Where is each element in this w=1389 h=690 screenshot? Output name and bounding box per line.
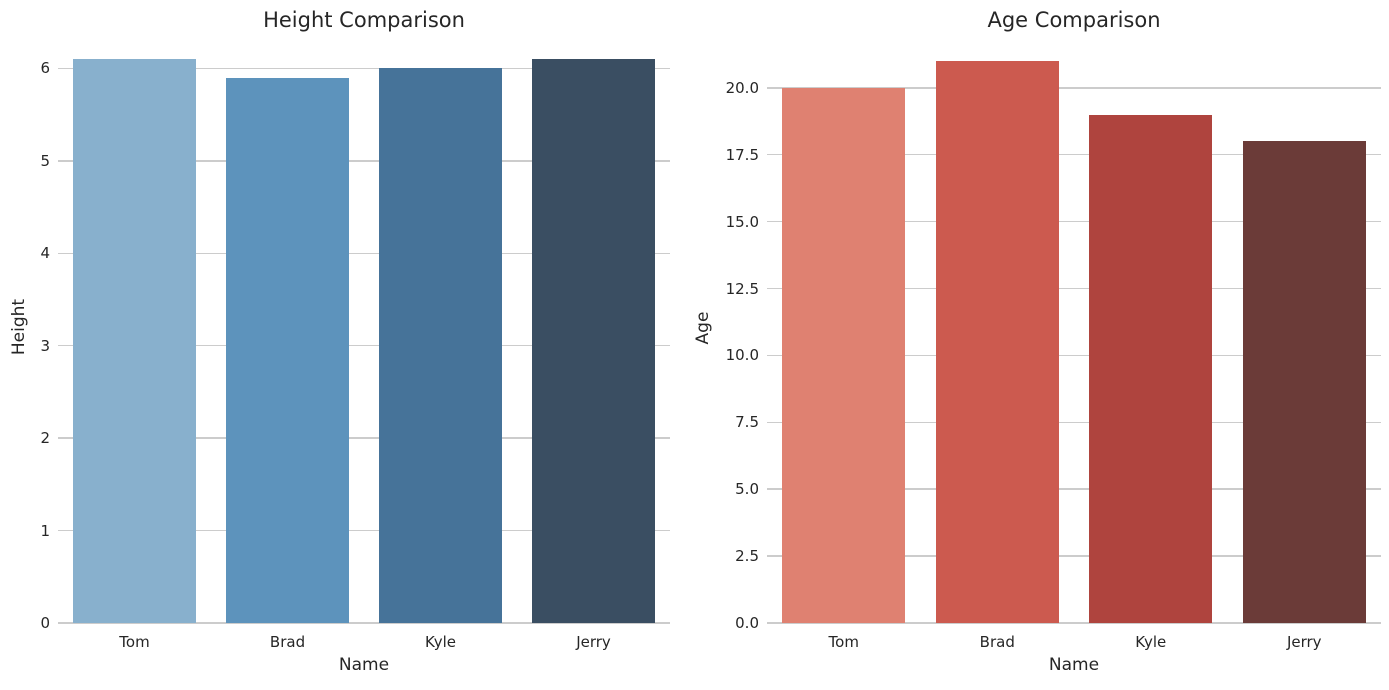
x-axis-label: Name	[1048, 655, 1100, 675]
y-tick-label: 5.0	[735, 480, 759, 499]
y-tick-label: 6	[40, 59, 50, 78]
y-tick-label: 10.0	[725, 346, 759, 365]
y-tick-label: 12.5	[725, 279, 759, 298]
gridline	[58, 437, 670, 439]
x-tick-label: Brad	[269, 633, 306, 651]
gridline	[767, 354, 1381, 357]
gridline	[767, 488, 1381, 490]
gridline	[58, 529, 670, 532]
y-tick-label: 2	[40, 429, 50, 448]
gridline	[767, 87, 1381, 89]
bar-tom-age	[782, 87, 906, 623]
bar-kyle-height	[379, 68, 502, 623]
gridline	[58, 252, 670, 255]
gridline	[767, 555, 1381, 557]
bar-brad-age	[935, 61, 1059, 623]
gridline	[58, 344, 670, 347]
y-tick-label: 5	[40, 151, 50, 170]
gridline	[767, 287, 1381, 290]
y-tick-label: 4	[40, 244, 50, 263]
gridline	[767, 153, 1381, 156]
y-axis-label: Age	[693, 311, 713, 345]
y-tick-label: 7.5	[735, 413, 759, 432]
x-tick-label: Jerry	[1286, 633, 1322, 651]
y-tick-label: 0.0	[735, 614, 759, 632]
bar-brad-height	[226, 77, 349, 623]
bar-kyle-age	[1089, 114, 1213, 623]
x-axis-label: Name	[338, 655, 390, 675]
gridline	[767, 622, 1381, 624]
x-tick-label: Tom	[119, 633, 150, 651]
chart-title: Age Comparison	[987, 8, 1161, 32]
bar-jerry-height	[532, 59, 655, 623]
gridline	[767, 220, 1381, 223]
x-tick-label: Brad	[979, 633, 1015, 651]
x-tick-label: Kyle	[1135, 633, 1167, 651]
gridline	[58, 160, 670, 162]
y-tick-label: 1	[40, 521, 50, 540]
gridline	[58, 67, 670, 70]
gridline	[58, 622, 670, 624]
x-tick-label: Jerry	[576, 633, 611, 651]
y-tick-label: 20.0	[725, 78, 759, 97]
bar-jerry-age	[1242, 141, 1366, 623]
x-tick-label: Kyle	[424, 633, 457, 651]
y-axis-label: Height	[9, 298, 29, 356]
y-tick-label: 15.0	[725, 212, 759, 231]
y-tick-label: 2.5	[735, 547, 759, 566]
chart-title: Height Comparison	[263, 8, 465, 32]
y-tick-label: 0	[40, 614, 50, 632]
bar-tom-height	[73, 59, 196, 623]
x-tick-label: Tom	[828, 633, 859, 651]
gridline	[767, 421, 1381, 424]
y-tick-label: 17.5	[725, 145, 759, 164]
y-tick-label: 3	[40, 336, 50, 355]
